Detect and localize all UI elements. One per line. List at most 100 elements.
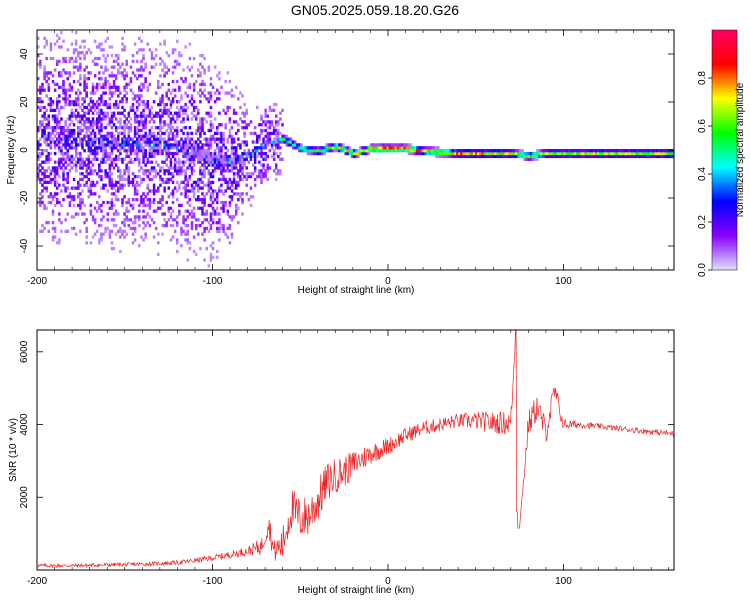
heatmap-cell xyxy=(632,154,636,159)
heatmap-cell xyxy=(77,68,80,72)
heatmap-cell xyxy=(182,146,185,150)
heatmap-cell xyxy=(546,151,550,156)
heatmap-cell xyxy=(519,149,522,153)
heatmap-cell xyxy=(91,157,95,161)
heatmap-cell xyxy=(154,48,158,52)
heatmap-cell xyxy=(127,128,131,133)
heatmap-cell xyxy=(79,160,82,164)
heatmap-cell xyxy=(135,180,139,184)
heatmap-cell xyxy=(123,131,126,136)
heatmap-cell xyxy=(133,215,137,219)
heatmap-cell xyxy=(91,128,95,133)
heatmap-cell xyxy=(85,91,88,95)
heatmap-cell xyxy=(178,149,181,153)
heatmap-cell xyxy=(117,56,120,61)
heatmap-cell xyxy=(85,128,88,133)
heatmap-cell xyxy=(386,149,390,153)
heatmap-cell xyxy=(131,102,135,107)
heatmap-cell xyxy=(95,123,99,127)
spectrogram-data xyxy=(37,30,674,268)
heatmap-cell xyxy=(163,223,166,228)
heatmap-cell xyxy=(203,143,206,147)
heatmap-cell xyxy=(232,186,236,190)
heatmap-cell xyxy=(138,94,141,98)
heatmap-cell xyxy=(167,108,171,112)
heatmap-cell xyxy=(424,151,427,156)
heatmap-cell xyxy=(321,146,324,150)
heatmap-cell xyxy=(207,157,211,161)
heatmap-cell xyxy=(104,174,107,179)
heatmap-cell xyxy=(114,100,118,104)
heatmap-cell xyxy=(561,149,564,153)
heatmap-cell xyxy=(98,241,101,245)
heatmap-cell xyxy=(45,79,48,84)
heatmap-cell xyxy=(117,149,120,153)
heatmap-cell xyxy=(220,223,223,228)
heatmap-cell xyxy=(184,169,187,173)
heatmap-cell xyxy=(74,39,78,43)
heatmap-cell xyxy=(220,163,223,167)
heatmap-cell xyxy=(91,192,95,196)
heatmap-cell xyxy=(127,180,131,184)
heatmap-cell xyxy=(226,166,230,170)
heatmap-cell xyxy=(190,131,194,136)
heatmap-cell xyxy=(45,42,48,46)
heatmap-cell xyxy=(228,105,232,110)
heatmap-cell xyxy=(228,117,232,121)
heatmap-cell xyxy=(121,143,124,147)
heatmap-cell xyxy=(220,154,223,159)
heatmap-cell xyxy=(175,39,179,43)
heatmap-cell xyxy=(93,131,97,136)
heatmap-cell xyxy=(502,154,505,159)
heatmap-cell xyxy=(133,114,137,118)
heatmap-cell xyxy=(43,65,46,69)
heatmap-cell xyxy=(230,88,234,92)
heatmap-cell xyxy=(209,215,213,219)
heatmap-cell xyxy=(110,45,114,49)
heatmap-cell xyxy=(79,51,82,55)
heatmap-cell xyxy=(51,212,55,216)
heatmap-cell xyxy=(201,200,204,205)
heatmap-cell xyxy=(199,134,202,138)
heatmap-cell xyxy=(121,177,124,182)
heatmap-cell xyxy=(234,206,238,210)
heatmap-cell xyxy=(104,39,107,43)
heatmap-cell xyxy=(531,154,535,159)
heatmap-cell xyxy=(66,180,69,184)
heatmap-cell xyxy=(428,146,432,150)
heatmap-cell xyxy=(45,221,48,225)
heatmap-cell xyxy=(93,123,97,127)
heatmap-cell xyxy=(180,108,183,112)
heatmap-cell xyxy=(117,88,120,92)
x-tick-label: 100 xyxy=(555,276,572,287)
heatmap-cell xyxy=(260,177,263,182)
heatmap-cell xyxy=(228,134,232,138)
heatmap-cell xyxy=(114,180,118,184)
heatmap-cell xyxy=(142,169,145,173)
heatmap-cell xyxy=(146,102,150,107)
heatmap-cell xyxy=(169,111,173,115)
heatmap-cell xyxy=(180,77,183,81)
heatmap-cell xyxy=(498,151,501,156)
colorbar-label: Normalized spectral amplitude xyxy=(735,82,746,217)
heatmap-cell xyxy=(175,114,179,118)
heatmap-cell xyxy=(150,189,154,193)
heatmap-cell xyxy=(100,97,103,101)
heatmap-cell xyxy=(239,174,242,179)
heatmap-cell xyxy=(77,157,80,161)
heatmap-cell xyxy=(262,128,265,133)
heatmap-cell xyxy=(203,212,206,216)
heatmap-cell xyxy=(201,192,204,196)
heatmap-cell xyxy=(241,151,244,156)
heatmap-cell xyxy=(163,146,166,150)
heatmap-cell xyxy=(192,100,196,104)
heatmap-cell xyxy=(456,149,459,153)
heatmap-cell xyxy=(211,123,215,127)
heatmap-cell xyxy=(289,143,293,147)
heatmap-cell xyxy=(237,221,240,225)
heatmap-cell xyxy=(672,149,674,153)
heatmap-cell xyxy=(291,143,295,147)
heatmap-cell xyxy=(253,146,257,150)
heatmap-cell xyxy=(41,166,44,170)
heatmap-cell xyxy=(207,229,211,233)
